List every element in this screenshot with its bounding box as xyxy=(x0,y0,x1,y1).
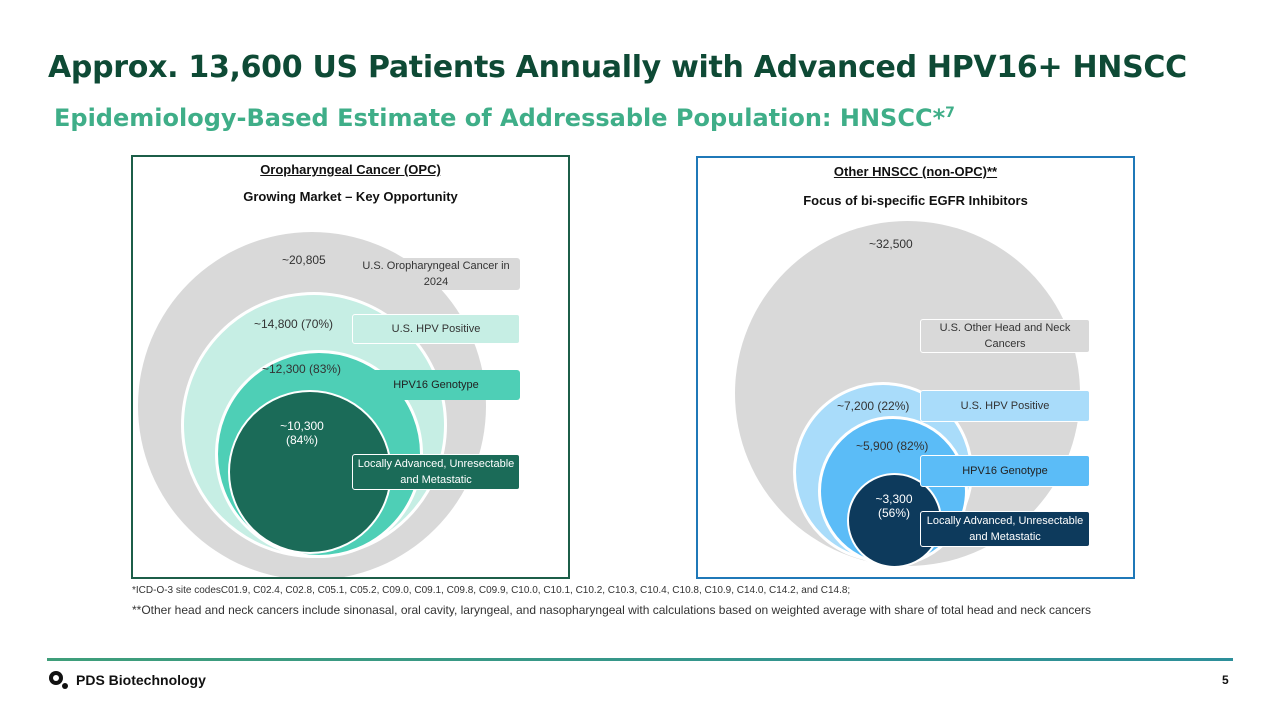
opc-advanced-percent: (84%) xyxy=(285,433,318,447)
footer-divider xyxy=(47,658,1233,661)
pds-logo-icon xyxy=(49,671,68,689)
non-opc-hpv-value: ~7,200 (22%) xyxy=(837,399,910,413)
subtitle-text: Epidemiology-Based Estimate of Addressab… xyxy=(54,104,946,132)
slide-subtitle: Epidemiology-Based Estimate of Addressab… xyxy=(54,104,955,132)
opc-heading: Oropharyngeal Cancer (OPC) xyxy=(260,162,441,177)
opc-hpv-value: ~14,800 (70%) xyxy=(254,317,334,331)
opc-panel: Oropharyngeal Cancer (OPC) Growing Marke… xyxy=(131,155,570,579)
opc-advanced-count: ~10,300 xyxy=(280,419,324,433)
company-name: PDS Biotechnology xyxy=(76,672,206,688)
non-opc-advanced-label: Locally Advanced, Unresectable and Metas… xyxy=(920,511,1090,547)
subtitle-reference: 7 xyxy=(945,105,955,121)
non-opc-subheading: Focus of bi-specific EGFR Inhibitors xyxy=(803,193,1028,208)
other-hnscc-footnote: **Other head and neck cancers include si… xyxy=(132,603,1092,617)
non-opc-hpv16-label: HPV16 Genotype xyxy=(920,455,1090,487)
non-opc-advanced-percent: (56%) xyxy=(877,506,910,520)
non-opc-heading: Other HNSCC (non-OPC)** xyxy=(833,164,998,179)
opc-advanced-value: ~10,300 (84%) xyxy=(267,419,337,447)
icd-footnote: *ICD-O-3 site codesC01.9, C02.4, C02.8, … xyxy=(132,585,851,596)
non-opc-total-label: U.S. Other Head and Neck Cancers xyxy=(920,319,1090,353)
non-opc-total-value: ~32,500 xyxy=(869,237,913,251)
opc-advanced-label: Locally Advanced, Unresectable and Metas… xyxy=(352,454,520,490)
non-opc-hpv16-value: ~5,900 (82%) xyxy=(856,439,929,453)
non-opc-hpv-label: U.S. HPV Positive xyxy=(920,390,1090,422)
non-opc-advanced-value: ~3,300 (56%) xyxy=(864,492,924,520)
opc-total-value: ~20,805 xyxy=(282,253,326,267)
opc-subheading: Growing Market – Key Opportunity xyxy=(243,189,458,204)
opc-hpv16-value: ~12,300 (83%) xyxy=(262,362,342,376)
page-number: 5 xyxy=(1222,673,1229,687)
slide-title: Approx. 13,600 US Patients Annually with… xyxy=(48,50,1187,85)
opc-hpv-label: U.S. HPV Positive xyxy=(352,314,520,344)
opc-hpv16-label: HPV16 Genotype xyxy=(352,370,520,400)
company-logo: PDS Biotechnology xyxy=(48,670,206,690)
non-opc-panel: Other HNSCC (non-OPC)** Focus of bi-spec… xyxy=(696,156,1135,579)
non-opc-advanced-count: ~3,300 xyxy=(875,492,913,506)
opc-total-label: U.S. Oropharyngeal Cancer in 2024 xyxy=(352,258,520,290)
